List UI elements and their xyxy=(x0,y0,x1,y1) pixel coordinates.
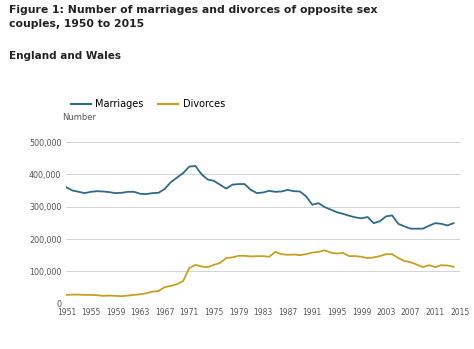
Divorces xyxy=(119,294,125,298)
Line: Divorces: Divorces xyxy=(66,250,454,296)
Text: Number: Number xyxy=(63,113,96,122)
Divorces xyxy=(229,255,235,260)
Marriages xyxy=(285,188,291,192)
Marriages xyxy=(260,190,266,194)
Divorces xyxy=(64,293,69,297)
Marriages xyxy=(229,183,235,187)
Divorces xyxy=(316,250,321,254)
Text: England and Wales: England and Wales xyxy=(9,51,121,61)
Marriages xyxy=(322,205,328,209)
Divorces xyxy=(322,248,328,252)
Line: Marriages: Marriages xyxy=(66,166,454,229)
Marriages xyxy=(408,227,413,231)
Marriages xyxy=(316,201,321,205)
Divorces xyxy=(328,251,334,255)
Text: couples, 1950 to 2015: couples, 1950 to 2015 xyxy=(9,19,145,29)
Divorces xyxy=(451,265,456,269)
Marriages xyxy=(192,164,198,168)
Text: Figure 1: Number of marriages and divorces of opposite sex: Figure 1: Number of marriages and divorc… xyxy=(9,5,378,15)
Marriages xyxy=(451,221,456,225)
Marriages xyxy=(64,185,69,190)
Legend: Marriages, Divorces: Marriages, Divorces xyxy=(67,96,229,113)
Divorces xyxy=(285,253,291,257)
Divorces xyxy=(260,254,266,258)
Marriages xyxy=(113,191,118,195)
Divorces xyxy=(113,294,118,298)
